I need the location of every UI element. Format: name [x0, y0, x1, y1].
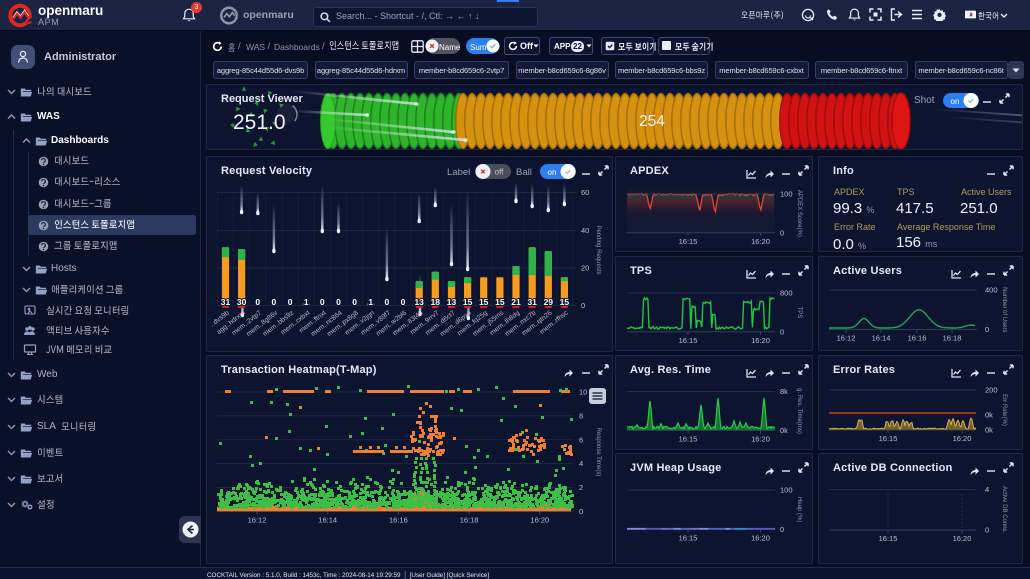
- svg-text:0: 0: [780, 327, 784, 336]
- svg-text:16:15: 16:15: [879, 434, 898, 443]
- svg-text:16:15: 16:15: [679, 237, 698, 246]
- svg-text:Number of Users: Number of Users: [1001, 287, 1007, 332]
- svg-text:16:14: 16:14: [872, 334, 891, 343]
- svg-text:400: 400: [985, 286, 998, 295]
- svg-text:16:20: 16:20: [953, 534, 972, 543]
- svg-text:on: on: [951, 97, 960, 106]
- svg-text:800: 800: [780, 289, 793, 298]
- svg-text:16:20: 16:20: [530, 515, 549, 524]
- svg-text:16:18: 16:18: [943, 334, 962, 343]
- svg-text:16:14: 16:14: [318, 515, 337, 524]
- svg-text:16:15: 16:15: [879, 534, 898, 543]
- svg-text:16:12: 16:12: [837, 334, 856, 343]
- svg-text:off: off: [495, 168, 505, 177]
- svg-text:8: 8: [579, 411, 583, 420]
- svg-text:0: 0: [985, 325, 989, 334]
- svg-text:100: 100: [780, 190, 793, 199]
- svg-text:31: 31: [221, 297, 231, 307]
- svg-text:18: 18: [431, 297, 441, 307]
- svg-text:16:20: 16:20: [751, 533, 770, 542]
- svg-text:0: 0: [272, 297, 277, 307]
- svg-text:0: 0: [385, 297, 390, 307]
- svg-text:0k: 0k: [985, 426, 993, 435]
- svg-text:30: 30: [237, 297, 247, 307]
- svg-text:0: 0: [288, 297, 293, 307]
- svg-text:16:15: 16:15: [679, 434, 698, 443]
- svg-text:Err Rate(%): Err Rate(%): [1001, 394, 1007, 426]
- svg-text:0: 0: [780, 228, 784, 237]
- svg-text:16:20: 16:20: [751, 237, 770, 246]
- svg-text:4: 4: [985, 485, 989, 494]
- svg-text:15: 15: [463, 297, 473, 307]
- svg-text:40: 40: [581, 226, 589, 235]
- svg-text:20: 20: [581, 263, 589, 272]
- svg-text:0: 0: [255, 297, 260, 307]
- svg-text:16:15: 16:15: [679, 533, 698, 542]
- svg-text:31: 31: [527, 297, 537, 307]
- svg-text:0: 0: [579, 507, 583, 516]
- svg-text:1: 1: [368, 297, 373, 307]
- svg-text:200: 200: [985, 386, 998, 395]
- svg-text:0: 0: [320, 297, 325, 307]
- svg-text:29: 29: [544, 297, 554, 307]
- svg-text:g. Res. Time(ms): g. Res. Time(ms): [796, 388, 802, 434]
- svg-text:APDEX Score(%): APDEX Score(%): [796, 190, 802, 237]
- svg-text:15: 15: [479, 297, 489, 307]
- svg-text:8k: 8k: [780, 387, 788, 396]
- svg-text:0: 0: [352, 297, 357, 307]
- svg-text:16:16: 16:16: [908, 334, 927, 343]
- svg-text:60: 60: [581, 188, 589, 197]
- svg-text:16:12: 16:12: [248, 515, 267, 524]
- svg-text:on: on: [548, 168, 557, 177]
- svg-text:1: 1: [304, 297, 309, 307]
- svg-text:16:20: 16:20: [953, 434, 972, 443]
- svg-text:13: 13: [447, 297, 457, 307]
- svg-text:0: 0: [780, 525, 784, 534]
- svg-text:0k: 0k: [985, 411, 993, 420]
- svg-text:4: 4: [579, 459, 583, 468]
- svg-text:2: 2: [579, 483, 583, 492]
- svg-text:0: 0: [581, 301, 585, 310]
- svg-text:0: 0: [401, 297, 406, 307]
- svg-text:10: 10: [579, 388, 587, 397]
- svg-text:16:15: 16:15: [679, 336, 698, 345]
- svg-text:Active DB Conns.: Active DB Conns.: [1001, 486, 1007, 533]
- svg-text:0: 0: [336, 297, 341, 307]
- svg-text:254: 254: [639, 113, 665, 130]
- svg-text:TPS: TPS: [796, 307, 802, 319]
- svg-text:15: 15: [560, 297, 570, 307]
- svg-text:21: 21: [511, 297, 521, 307]
- svg-text:6: 6: [579, 435, 583, 444]
- svg-text:0k: 0k: [780, 426, 788, 435]
- svg-text:13: 13: [414, 297, 424, 307]
- svg-text:0: 0: [985, 526, 989, 535]
- svg-text:Response Time(s): Response Time(s): [595, 428, 601, 477]
- svg-text:16:16: 16:16: [389, 515, 408, 524]
- svg-text:16:18: 16:18: [460, 515, 479, 524]
- svg-text:16:20: 16:20: [751, 434, 770, 443]
- svg-text:16:20: 16:20: [751, 336, 770, 345]
- svg-text:Heap (%): Heap (%): [796, 497, 802, 522]
- svg-text:15: 15: [495, 297, 505, 307]
- svg-text:100: 100: [780, 486, 793, 495]
- svg-text:Pending Requests: Pending Requests: [595, 225, 601, 274]
